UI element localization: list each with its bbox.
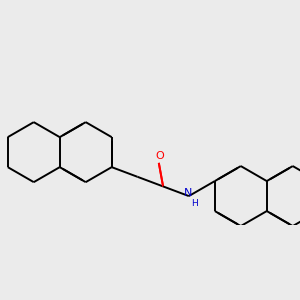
Text: H: H [191, 199, 198, 208]
Text: N: N [184, 188, 192, 198]
Text: O: O [155, 152, 164, 161]
